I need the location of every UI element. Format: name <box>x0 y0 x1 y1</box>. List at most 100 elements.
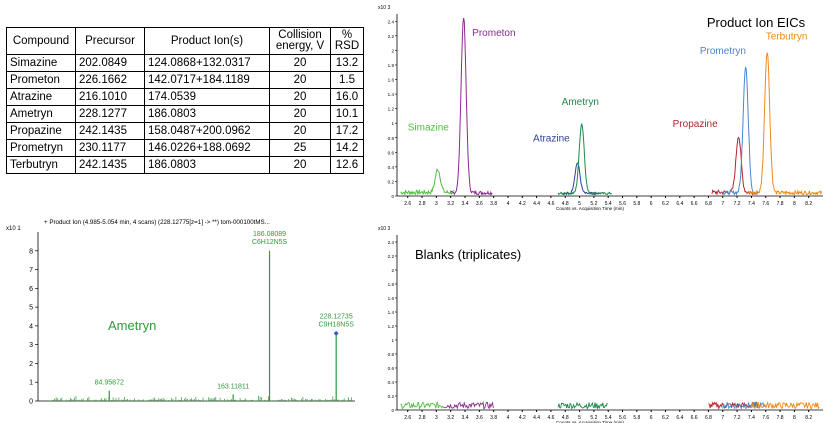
y-tick-label: 1.4 <box>388 310 395 315</box>
x-tick-label: 5.6 <box>619 415 626 421</box>
x-tick-label: 2.6 <box>404 201 411 207</box>
chart-title: + Product Ion (4.985-5.054 min, 4 scans)… <box>44 219 270 226</box>
y-tick-label: 2.4 <box>388 240 395 245</box>
table-row: Prometryn 230.1177 146.0226+188.0692 25 14.2 <box>6 139 364 157</box>
x-tick-label: 3.6 <box>476 201 483 207</box>
y-tick-label: 0.4 <box>388 165 395 170</box>
series-label: Propazine <box>673 119 718 130</box>
x-tick-label: 3.2 <box>447 201 454 207</box>
series-label: Prometon <box>472 28 515 39</box>
series-label: Atrazine <box>533 133 570 144</box>
table-cell: 226.1662 <box>75 71 145 89</box>
table-cell: 14.2 <box>330 139 364 157</box>
table-cell: 16.0 <box>330 88 364 106</box>
x-tick-label: 7.6 <box>762 201 769 207</box>
series-label: Simazine <box>408 122 450 133</box>
x-tick-label: 2.8 <box>419 415 426 421</box>
table-cell: Prometryn <box>6 139 76 157</box>
peak-label: 163.11811 <box>217 383 249 390</box>
y-tick-label: 0.6 <box>388 150 395 155</box>
x-tick-label: 2.8 <box>419 201 426 207</box>
x-tick-label: 5.2 <box>590 201 597 207</box>
x-tick-label: 4.6 <box>547 201 554 207</box>
y-tick-label: 2.2 <box>388 254 395 259</box>
eic-trace-atrazine <box>561 162 602 196</box>
table-cell: 10.1 <box>330 105 364 123</box>
x-tick-label: 8.2 <box>805 201 812 207</box>
table-header-row: Compound Precursor Product Ion(s) Collis… <box>6 27 364 55</box>
table-cell: 242.1435 <box>75 156 145 174</box>
compound-table: Compound Precursor Product Ion(s) Collis… <box>6 27 364 174</box>
series-label: Prometryn <box>700 46 746 57</box>
eic-chart: 2.6 2.8 3 3.2 3.4 3.6 3.8 4 4.2 4.4 4.6 4.8 5 5.2 5.4 5… <box>378 5 823 211</box>
x-tick-label: 6.6 <box>691 201 698 207</box>
x-tick-label: 3.4 <box>462 415 469 421</box>
eic-trace-terbutryn <box>747 52 823 196</box>
spectrum-chart: + Product Ion (4.985-5.054 min, 4 scans)… <box>6 219 355 406</box>
eic-trace-prometryn <box>722 66 760 196</box>
x-tick-label: 6.8 <box>705 415 712 421</box>
x-tick-label: 7.2 <box>734 415 741 421</box>
table-row: Prometon 226.1662 142.0717+184.1189 20 1.5 <box>6 71 364 89</box>
y-tick-label: 0 <box>29 399 33 406</box>
x-tick-label: 4.2 <box>519 201 526 207</box>
y-tick-label: 1.6 <box>388 78 395 83</box>
table-cell: Propazine <box>6 122 76 140</box>
table-header: Compound <box>6 27 76 55</box>
eic-trace-ametryn <box>557 123 612 196</box>
table-cell: 25 <box>269 139 331 157</box>
x-tick-label: 6.2 <box>662 201 669 207</box>
y-tick-label: 2.4 <box>388 19 395 24</box>
peak-label: 228.12735 <box>320 313 353 320</box>
y-tick-label: 0 <box>391 408 394 413</box>
y-tick-label: 1.8 <box>388 63 395 68</box>
y-tick-label: 4 <box>29 323 33 330</box>
y-tick-label: 0 <box>391 194 394 199</box>
y-tick-label: 0.8 <box>388 352 395 357</box>
series-label: Ametryn <box>562 97 599 108</box>
table-cell: 216.1010 <box>75 88 145 106</box>
table-row: Ametryn 228.1277 186.0803 20 10.1 <box>6 105 364 123</box>
x-tick-label: 7.8 <box>777 415 784 421</box>
x-tick-label: 3.8 <box>490 415 497 421</box>
x-tick-label: 5.6 <box>619 201 626 207</box>
precursor-diamond-icon <box>333 330 339 336</box>
blank-chart: 2.6 2.8 3 3.2 3.4 3.6 3.8 4 4.2 4.4 4.6 4.8 5 5.2 5.4 5… <box>378 226 823 423</box>
y-tick-label: 6 <box>29 286 33 293</box>
x-tick-label: 4.4 <box>533 201 540 207</box>
x-tick-label: 4.6 <box>547 415 554 421</box>
x-tick-label: 7.4 <box>748 201 755 207</box>
x-tick-label: 4.4 <box>533 415 540 421</box>
x-tick-label: 5.2 <box>590 415 597 421</box>
peak-label: 84.95872 <box>95 380 124 387</box>
table-cell: 20 <box>269 156 331 174</box>
x-tick-label: 8 <box>793 201 796 207</box>
y-tick-label: 0.2 <box>388 394 395 399</box>
y-tick-label: 1 <box>391 338 394 343</box>
x-tick-label: 8.2 <box>805 415 812 421</box>
x-tick-label: 6.8 <box>705 201 712 207</box>
table-cell: Terbutryn <box>6 156 76 174</box>
y-tick-label: 0.6 <box>388 366 395 371</box>
blank-trace-terbutryn <box>750 401 820 410</box>
x-tick-label: 6 <box>650 415 653 421</box>
table-cell: Ametryn <box>6 105 76 123</box>
y-tick-label: 2 <box>29 361 33 368</box>
y-exponent-label: x10 3 <box>378 226 390 232</box>
x-tick-label: 7 <box>721 201 724 207</box>
eic-trace-propazine <box>711 136 756 196</box>
y-tick-label: 7 <box>29 267 33 274</box>
peak-formula: C6H12N5S <box>252 239 288 246</box>
x-tick-label: 3 <box>435 201 438 207</box>
y-tick-label: 1.2 <box>388 324 395 329</box>
y-tick-label: 1.2 <box>388 107 395 112</box>
x-tick-label: 2.6 <box>404 415 411 421</box>
x-tick-label: 7.8 <box>777 201 784 207</box>
y-exponent-label: x10 1 <box>6 226 21 232</box>
y-tick-label: 1 <box>391 121 394 126</box>
x-tick-label: 3.2 <box>447 415 454 421</box>
table-cell: 1.5 <box>330 71 364 89</box>
x-tick-label: 7.6 <box>762 415 769 421</box>
y-tick-label: 0.4 <box>388 380 395 385</box>
x-tick-label: 5.8 <box>633 415 640 421</box>
